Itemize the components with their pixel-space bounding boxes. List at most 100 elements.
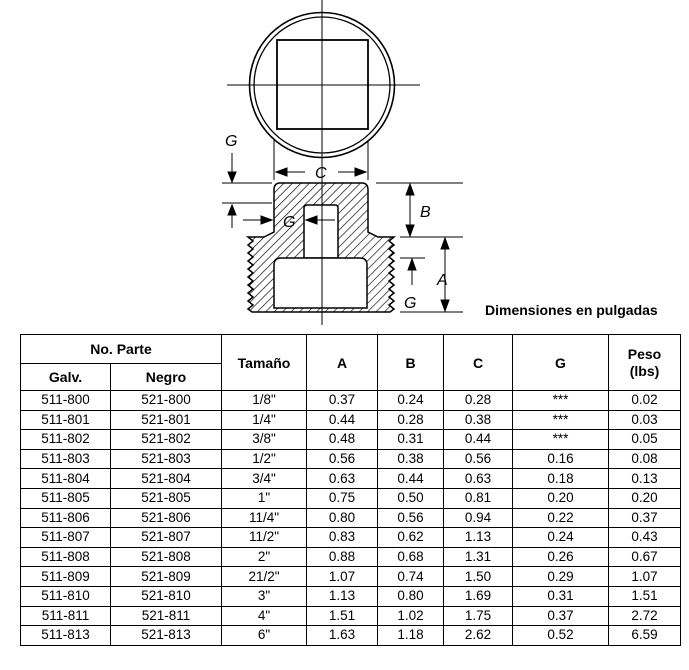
cell-tamano: 21/2"	[221, 566, 307, 587]
cell-g: ***	[512, 429, 609, 450]
label-g-mid: G	[283, 214, 295, 231]
cell-a: 0.56	[306, 448, 378, 470]
cell-a: 0.44	[306, 409, 378, 431]
cell-g: 0.26	[512, 546, 609, 568]
cell-tamano: 3/8"	[221, 429, 307, 450]
cell-c: 1.50	[443, 566, 513, 587]
cell-a: 1.63	[306, 625, 378, 646]
cell-peso: 6.59	[608, 625, 681, 646]
cell-g: ***	[512, 409, 609, 431]
dimension-lines	[222, 140, 463, 313]
label-b: B	[420, 204, 431, 221]
cell-c: 0.56	[443, 448, 513, 470]
header-negro: Negro	[110, 363, 222, 391]
cell-a: 1.13	[306, 585, 378, 607]
cell-a: 0.37	[306, 390, 378, 411]
cell-c: 0.94	[443, 507, 513, 529]
cell-galv: 511-806	[20, 507, 111, 529]
cell-a: 0.48	[306, 429, 378, 450]
units-caption: Dimensiones en pulgadas	[485, 302, 658, 318]
square-head-plug-drawing: G C G B A G	[222, 0, 463, 325]
cell-a: 0.83	[306, 527, 378, 548]
cell-a: 0.75	[306, 487, 378, 509]
cell-b: 0.50	[377, 487, 444, 509]
table-row: 511-806 521-806 11/4" 0.80 0.56 0.94 0.22 0.37	[20, 507, 681, 529]
cell-tamano: 1/8"	[221, 390, 307, 411]
cell-galv: 511-804	[20, 468, 111, 489]
label-c: C	[315, 165, 327, 182]
cell-negro: 521-811	[110, 605, 222, 627]
cell-galv: 511-811	[20, 605, 111, 627]
header-a: A	[306, 334, 378, 391]
header-no-parte: No. Parte	[20, 334, 222, 364]
cell-peso: 0.43	[608, 527, 681, 548]
header-tamano: Tamaño	[221, 334, 307, 391]
cell-a: 1.07	[306, 566, 378, 587]
cell-negro: 521-806	[110, 507, 222, 529]
cell-tamano: 4"	[221, 605, 307, 627]
table-row: 511-803 521-803 1/2" 0.56 0.38 0.56 0.16 0.08	[20, 448, 681, 470]
cell-negro: 521-813	[110, 625, 222, 646]
cell-negro: 521-804	[110, 468, 222, 489]
cell-galv: 511-801	[20, 409, 111, 431]
table-row: 511-811 521-811 4" 1.51 1.02 1.75 0.37 2.72	[20, 605, 681, 627]
cell-tamano: 1"	[221, 487, 307, 509]
cell-g: 0.20	[512, 487, 609, 509]
cell-a: 0.80	[306, 507, 378, 529]
cell-b: 0.44	[377, 468, 444, 489]
cell-b: 0.31	[377, 429, 444, 450]
cell-b: 0.24	[377, 390, 444, 411]
cell-c: 0.81	[443, 487, 513, 509]
cell-tamano: 11/2"	[221, 527, 307, 548]
label-a: A	[436, 272, 448, 289]
cell-peso: 0.08	[608, 448, 681, 470]
cell-tamano: 11/4"	[221, 507, 307, 529]
cell-g: 0.18	[512, 468, 609, 489]
table-row: 511-801 521-801 1/4" 0.44 0.28 0.38 *** 0.03	[20, 409, 681, 431]
section-view	[245, 182, 397, 325]
cell-c: 0.63	[443, 468, 513, 489]
header-galv: Galv.	[20, 363, 111, 391]
cell-g: ***	[512, 390, 609, 411]
label-g-bottom: G	[404, 295, 416, 312]
cell-a: 0.88	[306, 546, 378, 568]
table-row: 511-809 521-809 21/2" 1.07 0.74 1.50 0.29 1.07	[20, 566, 681, 587]
cell-c: 1.69	[443, 585, 513, 607]
cell-tamano: 2"	[221, 546, 307, 568]
cell-peso: 1.07	[608, 566, 681, 587]
cell-galv: 511-807	[20, 527, 111, 548]
cell-b: 1.18	[377, 625, 444, 646]
cell-peso: 1.51	[608, 585, 681, 607]
cell-galv: 511-810	[20, 585, 111, 607]
cell-tamano: 3"	[221, 585, 307, 607]
cell-negro: 521-801	[110, 409, 222, 431]
cell-tamano: 3/4"	[221, 468, 307, 489]
cell-g: 0.22	[512, 507, 609, 529]
cell-b: 0.38	[377, 448, 444, 470]
cell-g: 0.31	[512, 585, 609, 607]
cell-b: 0.68	[377, 546, 444, 568]
cell-peso: 0.03	[608, 409, 681, 431]
cell-c: 0.28	[443, 390, 513, 411]
cell-c: 2.62	[443, 625, 513, 646]
cell-galv: 511-802	[20, 429, 111, 450]
cell-b: 1.02	[377, 605, 444, 627]
cell-peso: 2.72	[608, 605, 681, 627]
cell-b: 0.80	[377, 585, 444, 607]
cell-g: 0.29	[512, 566, 609, 587]
cell-tamano: 1/4"	[221, 409, 307, 431]
cell-peso: 0.20	[608, 487, 681, 509]
cell-c: 0.38	[443, 409, 513, 431]
cell-b: 0.74	[377, 566, 444, 587]
cell-b: 0.28	[377, 409, 444, 431]
cell-b: 0.56	[377, 507, 444, 529]
cell-negro: 521-802	[110, 429, 222, 450]
table-row: 511-807 521-807 11/2" 0.83 0.62 1.13 0.24 0.43	[20, 527, 681, 548]
cell-g: 0.16	[512, 448, 609, 470]
dimensions-table: No. Parte Tamaño A B C G Peso (lbs) Galv…	[20, 334, 681, 646]
cell-negro: 521-803	[110, 448, 222, 470]
cell-g: 0.52	[512, 625, 609, 646]
cell-g: 0.24	[512, 527, 609, 548]
cell-g: 0.37	[512, 605, 609, 627]
table-row: 511-804 521-804 3/4" 0.63 0.44 0.63 0.18 0.13	[20, 468, 681, 489]
